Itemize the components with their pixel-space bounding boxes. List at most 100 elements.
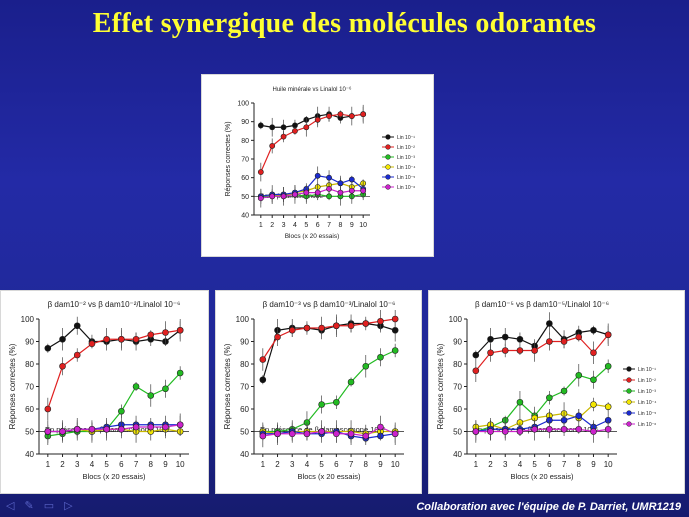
data-point <box>303 430 311 438</box>
y-tick-label: 80 <box>241 138 249 145</box>
x-tick-label: 10 <box>391 460 400 469</box>
legend-label: Lin 10⁻¹ <box>638 367 656 373</box>
screen-icon[interactable]: ▭ <box>43 500 55 512</box>
legend-marker <box>385 164 391 170</box>
y-tick-label: 100 <box>237 100 249 107</box>
data-point <box>259 432 267 440</box>
chart-title: β dam10⁻² vs β dam10⁻²/Linalol 10⁻⁶ <box>48 300 181 309</box>
legend-label: Lin 10⁻³ <box>638 389 656 395</box>
data-point <box>362 362 370 370</box>
series-line <box>260 182 364 197</box>
data-point <box>269 193 276 200</box>
data-point <box>604 331 612 339</box>
x-tick-label: 7 <box>349 460 354 469</box>
x-tick-label: 5 <box>104 460 109 469</box>
data-point <box>88 340 96 348</box>
legend-marker <box>385 134 391 140</box>
data-point <box>560 387 568 395</box>
legend-marker <box>385 144 391 150</box>
legend-label: Lin 10⁻¹ <box>397 135 415 141</box>
y-tick-label: 90 <box>240 337 249 346</box>
x-tick-label: 5 <box>304 222 308 229</box>
data-point <box>280 133 287 140</box>
data-point <box>360 111 367 118</box>
data-point <box>391 315 399 323</box>
x-tick-label: 9 <box>350 222 354 229</box>
y-axis-label: Réponses correctes (%) <box>223 343 232 429</box>
data-point <box>318 324 325 332</box>
data-point <box>59 362 66 370</box>
series-line <box>475 365 609 433</box>
data-point <box>546 425 553 433</box>
x-tick-label: 1 <box>474 460 479 469</box>
y-tick-label: 50 <box>240 427 249 436</box>
pencil-icon[interactable]: ✎ <box>24 500 34 512</box>
x-tick-label: 2 <box>488 460 493 469</box>
data-point <box>590 349 597 357</box>
series-line <box>262 426 396 437</box>
data-point <box>326 113 332 119</box>
series-line <box>260 188 364 199</box>
data-point <box>472 351 480 359</box>
data-point <box>516 398 524 406</box>
data-point <box>288 326 296 334</box>
data-point <box>501 428 509 435</box>
y-tick-label: 60 <box>240 405 249 414</box>
data-point <box>516 347 524 354</box>
data-point <box>560 416 568 424</box>
data-point <box>326 174 332 181</box>
y-tick-label: 90 <box>453 337 462 346</box>
x-tick-label: 5 <box>532 460 537 469</box>
series-line <box>262 322 396 380</box>
arrow-left-icon[interactable]: ◁ <box>6 500 15 512</box>
data-point <box>377 353 384 361</box>
x-axis-label: Blocs (x 20 essais) <box>511 472 574 481</box>
x-tick-label: 2 <box>270 222 274 229</box>
data-point <box>516 428 524 435</box>
data-point <box>132 383 140 390</box>
data-point <box>73 322 81 330</box>
series-line <box>262 349 396 433</box>
series-line <box>47 372 181 437</box>
data-point <box>73 425 81 433</box>
data-point <box>73 351 81 359</box>
x-tick-label: 6 <box>119 460 124 469</box>
data-point <box>348 176 355 183</box>
legend-label: Lin 10⁻⁶ <box>638 422 656 428</box>
x-tick-label: 8 <box>149 460 154 469</box>
data-point <box>516 335 524 343</box>
x-tick-label: 4 <box>518 460 523 469</box>
data-point <box>531 425 538 433</box>
x-tick-label: 2 <box>275 460 280 469</box>
data-point <box>259 356 267 363</box>
data-point <box>176 369 184 377</box>
data-point <box>176 421 184 429</box>
x-tick-label: 5 <box>319 460 324 469</box>
y-axis-label: Réponses correctes (%) <box>8 343 17 429</box>
x-tick-label: 8 <box>338 222 342 229</box>
data-point <box>333 322 340 330</box>
data-point <box>147 423 155 431</box>
x-tick-label: 9 <box>378 460 383 469</box>
data-point <box>531 347 538 354</box>
legend-label: Lin 10⁻⁴ <box>397 165 415 171</box>
x-tick-label: 1 <box>259 222 263 229</box>
chart-dam-2: β dam10⁻² vs β dam10⁻²/Linalol 10⁻⁶ 40 50 6… <box>8 300 189 481</box>
x-tick-label: 7 <box>327 222 331 229</box>
data-point <box>44 428 52 435</box>
data-point <box>162 385 169 393</box>
y-tick-label: 90 <box>25 337 34 346</box>
legend-label: Lin 10⁻³ <box>397 155 415 161</box>
y-tick-label: 50 <box>241 194 249 201</box>
x-tick-label: 9 <box>591 460 596 469</box>
data-point <box>118 425 125 433</box>
slide-title: Effet synergique des molécules odorantes <box>92 8 597 39</box>
y-axis-label: Réponses correctes (%) <box>225 121 232 196</box>
data-point <box>575 412 583 420</box>
y-tick-label: 100 <box>449 315 463 324</box>
arrow-right-icon[interactable]: ▷ <box>64 500 73 512</box>
data-point <box>162 423 169 431</box>
y-tick-label: 70 <box>240 382 249 391</box>
y-tick-label: 70 <box>25 382 34 391</box>
chart-annotation: Sans β damascenone <box>260 193 323 200</box>
